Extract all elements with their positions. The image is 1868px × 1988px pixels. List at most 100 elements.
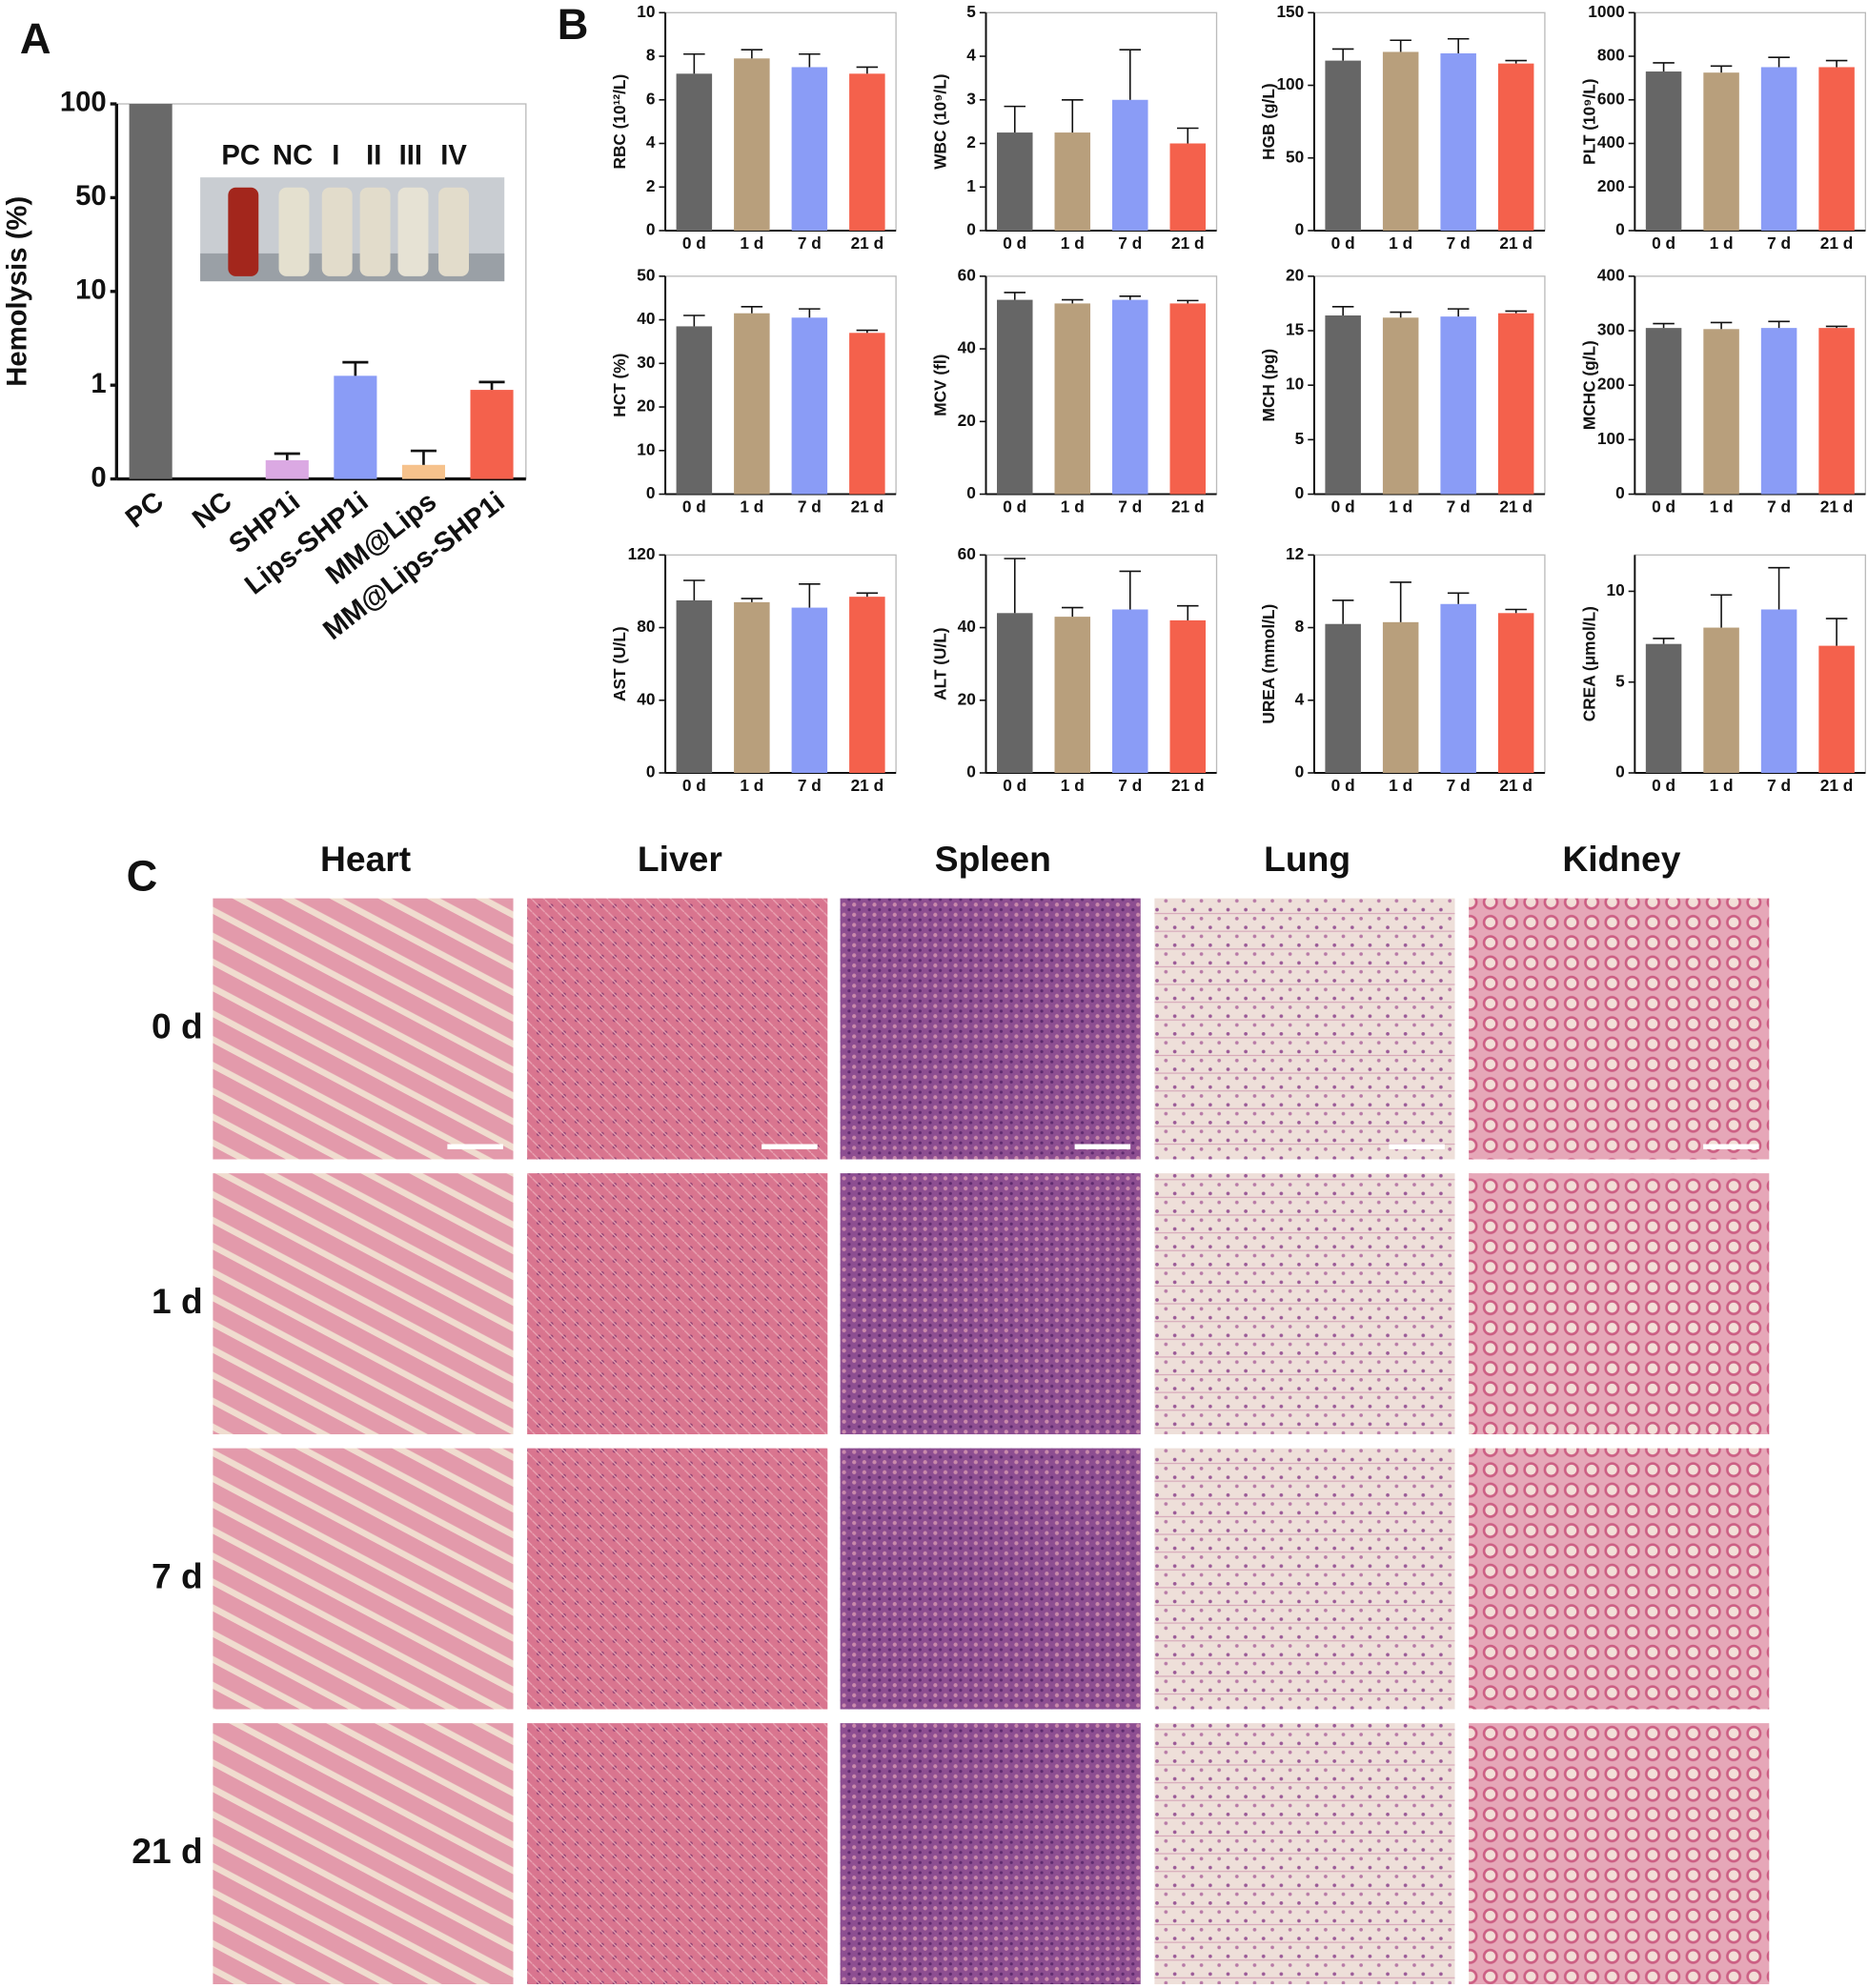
x-tick-label: 1 d [740,497,763,517]
error-bar [1390,581,1411,622]
hemolysis-inset [200,177,505,282]
y-tick-label: 0 [1295,762,1305,781]
error-bar [1004,292,1026,300]
x-tick-label: NC [187,486,237,535]
bar [1760,609,1797,774]
x-tick-label: 21 d [1820,776,1854,795]
y-tick-label: 0 [646,483,656,502]
bar [1440,52,1476,231]
error-bar [683,52,705,74]
x-tick-label: 1 d [1710,233,1734,253]
y-tick-label: 300 [1597,320,1625,339]
bar [997,613,1033,774]
y-tick-label: 10 [637,2,655,21]
y-tick-label: 2 [646,176,656,195]
column-header: Liver [638,839,722,879]
x-tick-label: 7 d [798,776,822,795]
y-tick-label: 12 [1286,544,1304,563]
bar [1818,67,1855,231]
y-tick-label: 0 [966,220,976,239]
x-tick-label: 1 d [1061,233,1085,253]
y-tick-label: 10 [637,439,655,458]
y-tick-label: 40 [637,309,655,328]
histology-grid: Heart Liver Spleen Lung Kidney 0 d 1 d 7 d 21 d [132,839,1770,1985]
bar [676,73,713,231]
bar [849,73,885,231]
y-tick-label: 4 [966,46,976,65]
column-header: Lung [1264,839,1350,879]
error-bar [1119,49,1142,100]
panel-label: B [558,0,589,49]
error-bar [1447,308,1470,317]
y-tick-label: 0 [1295,220,1305,239]
tissue-image [213,898,514,1160]
row-label: 1 d [152,1281,203,1321]
y-axis-title: MCHC (g/L) [1579,340,1598,430]
error-bar [683,314,705,327]
error-bar [741,598,763,602]
bar [1760,328,1797,495]
x-tick-label: 0 d [1003,233,1026,253]
y-tick-label: 100 [60,88,107,118]
bar [1112,99,1148,231]
inset-label: III [399,141,422,172]
panel-label: C [127,852,158,901]
bar [1054,303,1091,495]
x-tick-label: 1 d [1389,776,1412,795]
error-bar [1505,59,1527,64]
tissue-image [1469,1723,1770,1985]
inset-label: II [366,141,381,172]
error-bar [1390,311,1411,318]
inset-label: PC [221,141,260,172]
y-axis-title: PLT (10⁹/L) [1579,78,1598,164]
y-axis-title: AST (U/L) [610,626,629,701]
error-bar [856,329,879,334]
row-label: 21 d [132,1831,202,1871]
error-bar [799,308,821,318]
y-tick-label: 15 [1286,320,1305,339]
bar [791,317,828,495]
row-label: 7 d [152,1555,203,1595]
tissue-image [1469,898,1770,1160]
error-bar [1331,48,1354,61]
error-bar [1825,325,1848,329]
y-tick-label: 50 [1286,147,1304,166]
error-bar [1390,39,1411,52]
y-tick-label: 40 [958,338,976,357]
x-tick-label: 7 d [1767,233,1791,253]
tissue-image [213,1448,514,1710]
x-tick-label: 21 d [851,233,884,253]
x-tick-label: 1 d [1389,233,1412,253]
y-tick-label: 0 [966,483,976,502]
bar [470,390,514,479]
tissue-image [527,1448,828,1710]
bar [997,299,1033,495]
error-bar [1447,592,1470,604]
bar [1497,313,1534,495]
y-tick-label: 4 [1295,689,1305,708]
bar [1054,617,1091,774]
bar [1325,314,1361,495]
bar [1818,645,1855,774]
error-bar [1177,299,1199,304]
y-tick-label: 0 [1295,483,1305,502]
bar [1760,67,1797,231]
x-tick-label: PC [120,486,170,534]
y-axis-title: CREA (μmol/L) [1579,606,1598,721]
tube [359,187,391,276]
x-tick-label: 0 d [1652,776,1675,795]
error-bar [478,380,505,391]
x-tick-label: 7 d [1447,497,1471,517]
bar [1325,60,1361,231]
x-tick-label: 1 d [1710,497,1734,517]
bar [1703,329,1739,495]
error-bar [1710,321,1733,330]
x-tick-label: 7 d [1447,776,1471,795]
x-tick-label: 1 d [1710,776,1734,795]
tissue-image [213,1173,514,1435]
column-header: Spleen [935,839,1051,879]
y-tick-label: 5 [1295,429,1305,448]
y-tick-label: 0 [646,220,656,239]
y-tick-label: 0 [1615,220,1625,239]
